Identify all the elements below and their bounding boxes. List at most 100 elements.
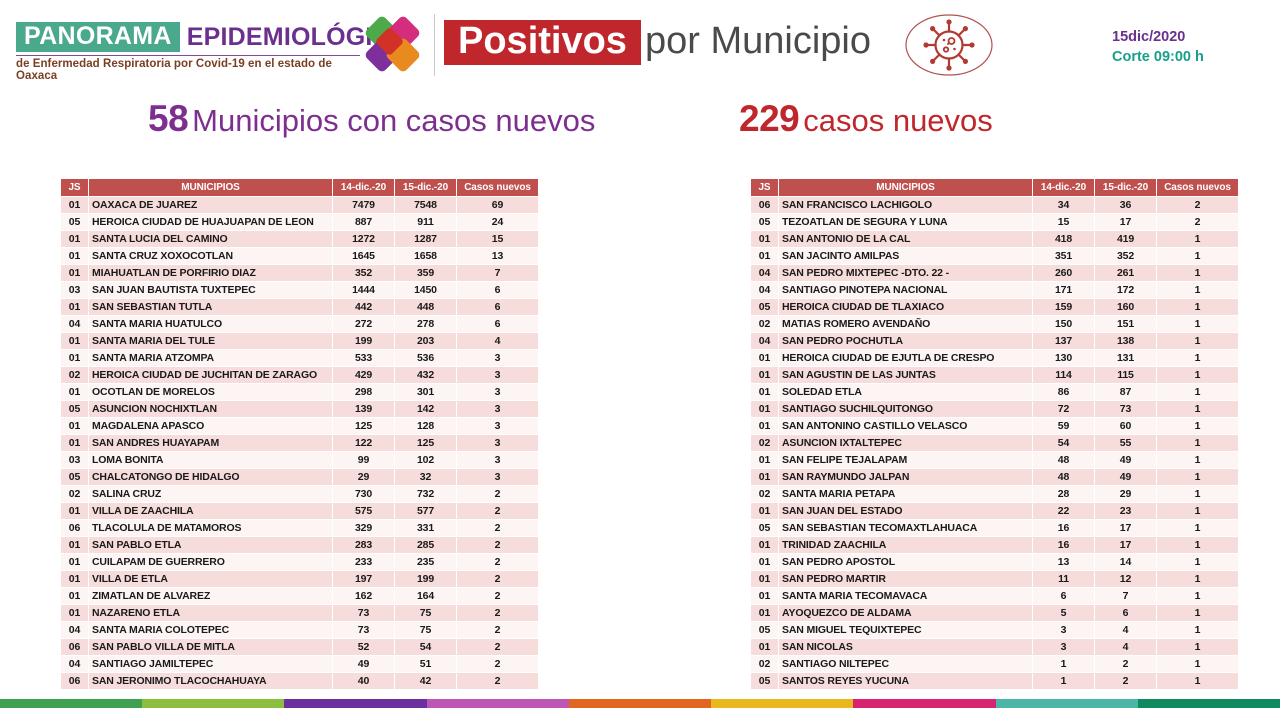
- cell-municipio: SAN ANTONINO CASTILLO VELASCO: [778, 417, 1033, 435]
- cell-js: 04: [750, 264, 779, 282]
- table-row: 04 SAN PEDRO MIXTEPEC -DTO. 22 -260 261 1: [750, 264, 1239, 282]
- cell-date-curr: 75: [394, 621, 457, 639]
- table-row: 01 SAN JACINTO AMILPAS 351 352 1: [750, 247, 1239, 265]
- cell-new-cases: 24: [456, 213, 539, 231]
- cell-new-cases: 2: [456, 570, 539, 588]
- cell-new-cases: 1: [1156, 298, 1239, 316]
- cell-date-curr: 1658: [394, 247, 457, 265]
- cell-new-cases: 3: [456, 468, 539, 486]
- cell-new-cases: 1: [1156, 519, 1239, 537]
- cell-js: 01: [750, 536, 779, 554]
- cell-municipio: SAN ANTONIO DE LA CAL: [778, 230, 1033, 248]
- cell-js: 03: [60, 281, 89, 299]
- cell-js: 01: [60, 502, 89, 520]
- table-row: 04 SANTIAGO PINOTEPA NACIONAL 171 172 1: [750, 281, 1239, 299]
- cell-municipio: VILLA DE ETLA: [88, 570, 333, 588]
- table-row: 01 OAXACA DE JUAREZ 7479 7548 69: [60, 196, 539, 214]
- column-header-new-cases: Casos nuevos: [1156, 178, 1239, 197]
- cell-date-prev: 54: [1032, 434, 1095, 452]
- cell-js: 02: [750, 485, 779, 503]
- cell-date-prev: 16: [1032, 519, 1095, 537]
- cell-date-prev: 139: [332, 400, 395, 418]
- cell-date-prev: 3: [1032, 621, 1095, 639]
- cell-date-curr: 14: [1094, 553, 1157, 571]
- cell-date-prev: 352: [332, 264, 395, 282]
- cell-date-curr: 448: [394, 298, 457, 316]
- cell-municipio: SAN PABLO ETLA: [88, 536, 333, 554]
- cell-new-cases: 2: [456, 621, 539, 639]
- cell-municipio: SALINA CRUZ: [88, 485, 333, 503]
- cell-date-prev: 171: [1032, 281, 1095, 299]
- cell-date-prev: 730: [332, 485, 395, 503]
- cell-date-prev: 28: [1032, 485, 1095, 503]
- municipios-table-right: JS MUNICIPIOS 14-dic.-20 15-dic.-20 Caso…: [750, 178, 1239, 690]
- cell-date-prev: 272: [332, 315, 395, 333]
- table-row: 04 SANTIAGO JAMILTEPEC 49 51 2: [60, 655, 539, 673]
- cell-new-cases: 1: [1156, 587, 1239, 605]
- page-header: PANORAMA EPIDEMIOLÓGICO de Enfermedad Re…: [0, 0, 1280, 88]
- cell-date-curr: 17: [1094, 213, 1157, 231]
- cell-new-cases: 4: [456, 332, 539, 350]
- cell-date-prev: 16: [1032, 536, 1095, 554]
- cell-date-prev: 150: [1032, 315, 1095, 333]
- cell-js: 02: [60, 485, 89, 503]
- column-header-new-cases: Casos nuevos: [456, 178, 539, 197]
- cell-municipio: SANTIAGO SUCHILQUITONGO: [778, 400, 1033, 418]
- cell-municipio: SAN NICOLAS: [778, 638, 1033, 656]
- column-header-municipios: MUNICIPIOS: [88, 178, 333, 197]
- cell-municipio: SANTIAGO JAMILTEPEC: [88, 655, 333, 673]
- cell-date-prev: 40: [332, 672, 395, 690]
- cell-date-curr: 17: [1094, 519, 1157, 537]
- cell-new-cases: 1: [1156, 570, 1239, 588]
- column-header-js: JS: [750, 178, 779, 197]
- cell-date-curr: 138: [1094, 332, 1157, 350]
- cell-date-curr: 4: [1094, 621, 1157, 639]
- cell-date-curr: 32: [394, 468, 457, 486]
- column-header-date-curr: 15-dic.-20: [394, 178, 457, 197]
- cell-date-curr: 285: [394, 536, 457, 554]
- table-row: 01 SAN FELIPE TEJALAPAM 48 49 1: [750, 451, 1239, 469]
- cell-municipio: MATIAS ROMERO AVENDAÑO: [778, 315, 1033, 333]
- cell-new-cases: 1: [1156, 417, 1239, 435]
- cell-date-curr: 432: [394, 366, 457, 384]
- cell-date-prev: 575: [332, 502, 395, 520]
- cell-new-cases: 7: [456, 264, 539, 282]
- cell-js: 01: [750, 383, 779, 401]
- table-row: 04 SANTA MARIA HUATULCO 272 278 6: [60, 315, 539, 333]
- table-row: 02 SANTIAGO NILTEPEC 1 2 1: [750, 655, 1239, 673]
- cell-date-prev: 533: [332, 349, 395, 367]
- cell-municipio: SANTIAGO PINOTEPA NACIONAL: [778, 281, 1033, 299]
- cell-new-cases: 69: [456, 196, 539, 214]
- brand-subtitle: de Enfermedad Respiratoria por Covid-19 …: [16, 55, 360, 82]
- cell-municipio: SANTA MARIA DEL TULE: [88, 332, 333, 350]
- cell-municipio: SAN FELIPE TEJALAPAM: [778, 451, 1033, 469]
- cell-municipio: SAN PABLO VILLA DE MITLA: [88, 638, 333, 656]
- strip-segment-6: [711, 699, 854, 708]
- cell-municipio: TEZOATLAN DE SEGURA Y LUNA: [778, 213, 1033, 231]
- cell-municipio: SAN PEDRO MIXTEPEC -DTO. 22 -: [778, 264, 1033, 282]
- cell-municipio: SANTA MARIA TECOMAVACA: [778, 587, 1033, 605]
- cell-new-cases: 2: [456, 604, 539, 622]
- cell-municipio: HEROICA CIUDAD DE EJUTLA DE CRESPO: [778, 349, 1033, 367]
- cell-date-prev: 29: [332, 468, 395, 486]
- table-row: 01 VILLA DE ETLA 197 199 2: [60, 570, 539, 588]
- table-row: 01 HEROICA CIUDAD DE EJUTLA DE CRESPO 130 1…: [750, 349, 1239, 367]
- cell-date-curr: 199: [394, 570, 457, 588]
- table-row: 06 SAN FRANCISCO LACHIGOLO 34 36 2: [750, 196, 1239, 214]
- table-row: 01 SANTA LUCIA DEL CAMINO 1272 1287 15: [60, 230, 539, 248]
- table-row: 01 SAN JUAN DEL ESTADO 22 23 1: [750, 502, 1239, 520]
- cell-js: 01: [60, 298, 89, 316]
- strip-segment-1: [0, 699, 143, 708]
- cell-municipio: MIAHUATLAN DE PORFIRIO DIAZ: [88, 264, 333, 282]
- cell-new-cases: 1: [1156, 451, 1239, 469]
- table-row: 01 SANTA MARIA DEL TULE 199 203 4: [60, 332, 539, 350]
- strip-segment-7: [853, 699, 996, 708]
- cell-date-prev: 22: [1032, 502, 1095, 520]
- cell-municipio: HEROICA CIUDAD DE TLAXIACO: [778, 298, 1033, 316]
- cell-municipio: SANTA MARIA HUATULCO: [88, 315, 333, 333]
- table-body-right: 06 SAN FRANCISCO LACHIGOLO 34 36 2 05 TEZOATLA…: [750, 196, 1239, 690]
- cell-municipio: ASUNCION IXTALTEPEC: [778, 434, 1033, 452]
- table-row: 01 TRINIDAD ZAACHILA 16 17 1: [750, 536, 1239, 554]
- cell-municipio: SANTA CRUZ XOXOCOTLAN: [88, 247, 333, 265]
- cell-js: 03: [60, 451, 89, 469]
